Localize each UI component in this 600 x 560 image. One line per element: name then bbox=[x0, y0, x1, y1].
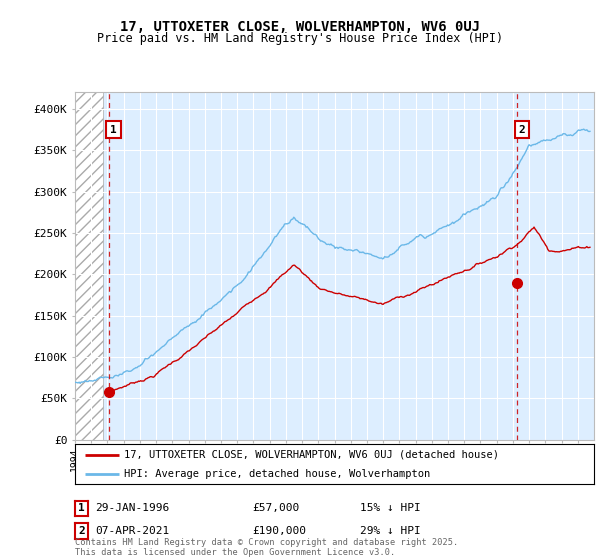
Text: £190,000: £190,000 bbox=[252, 526, 306, 536]
Text: 29% ↓ HPI: 29% ↓ HPI bbox=[360, 526, 421, 536]
Text: 2: 2 bbox=[519, 125, 526, 134]
Text: £57,000: £57,000 bbox=[252, 503, 299, 514]
Text: HPI: Average price, detached house, Wolverhampton: HPI: Average price, detached house, Wolv… bbox=[124, 469, 431, 479]
Text: 2: 2 bbox=[78, 526, 85, 536]
Text: 1: 1 bbox=[78, 503, 85, 514]
Bar bbox=[75, 92, 103, 440]
Text: Price paid vs. HM Land Registry's House Price Index (HPI): Price paid vs. HM Land Registry's House … bbox=[97, 32, 503, 45]
Text: 07-APR-2021: 07-APR-2021 bbox=[95, 526, 170, 536]
Text: 15% ↓ HPI: 15% ↓ HPI bbox=[360, 503, 421, 514]
Text: 1: 1 bbox=[110, 125, 117, 134]
Text: Contains HM Land Registry data © Crown copyright and database right 2025.
This d: Contains HM Land Registry data © Crown c… bbox=[75, 538, 458, 557]
Text: 17, UTTOXETER CLOSE, WOLVERHAMPTON, WV6 0UJ: 17, UTTOXETER CLOSE, WOLVERHAMPTON, WV6 … bbox=[120, 20, 480, 34]
Text: 17, UTTOXETER CLOSE, WOLVERHAMPTON, WV6 0UJ (detached house): 17, UTTOXETER CLOSE, WOLVERHAMPTON, WV6 … bbox=[124, 450, 499, 460]
Text: 29-JAN-1996: 29-JAN-1996 bbox=[95, 503, 170, 514]
